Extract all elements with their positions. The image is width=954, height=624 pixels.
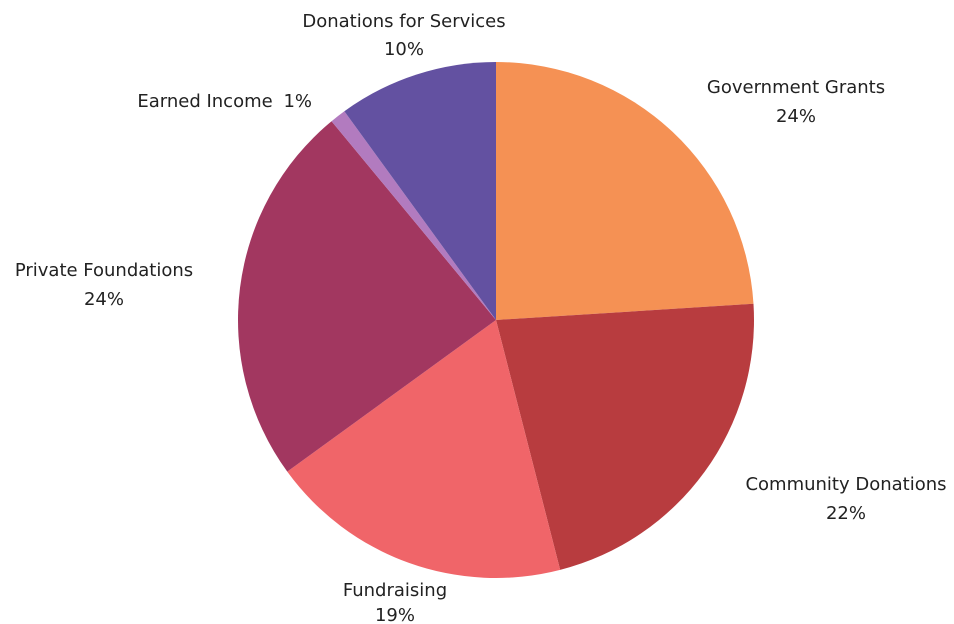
label-private-foundations: Private Foundations 24% — [15, 260, 193, 310]
slice-label-name: Fundraising — [343, 580, 447, 601]
label-donations-for-services: Donations for Services 10% — [302, 11, 505, 60]
slice-label-pct: 1% — [283, 91, 312, 112]
slice-label-pct: 19% — [375, 605, 415, 624]
pie-slice-earned-income — [331, 111, 496, 321]
slice-label-pct: 24% — [84, 289, 124, 310]
slice-label-pct: 24% — [776, 106, 816, 127]
slice-label-pct: 10% — [384, 39, 424, 60]
slice-label-name: Community Donations — [745, 474, 946, 495]
svg-text:Earned Income 1%: Earned Income 1% — [137, 91, 312, 112]
slice-label-pct: 22% — [826, 503, 866, 524]
slice-label-name: Private Foundations — [15, 260, 193, 281]
label-government-grants: Government Grants 24% — [707, 77, 885, 127]
slice-label-name: Earned Income — [137, 91, 272, 112]
pie-slice-community-donations — [496, 303, 754, 570]
pie-slice-government-grants — [496, 62, 754, 320]
slice-label-name: Donations for Services — [302, 11, 505, 32]
label-earned-income: Earned Income 1% — [137, 91, 312, 112]
pie-slice-fundraising — [287, 320, 561, 578]
label-fundraising: Fundraising 19% — [343, 580, 447, 624]
label-community-donations: Community Donations 22% — [745, 474, 946, 524]
pie-slice-private-foundations — [237, 121, 496, 472]
pie-slices — [237, 62, 754, 578]
slice-label-name: Government Grants — [707, 77, 885, 98]
pie-slice-donations-for-services — [344, 62, 496, 320]
